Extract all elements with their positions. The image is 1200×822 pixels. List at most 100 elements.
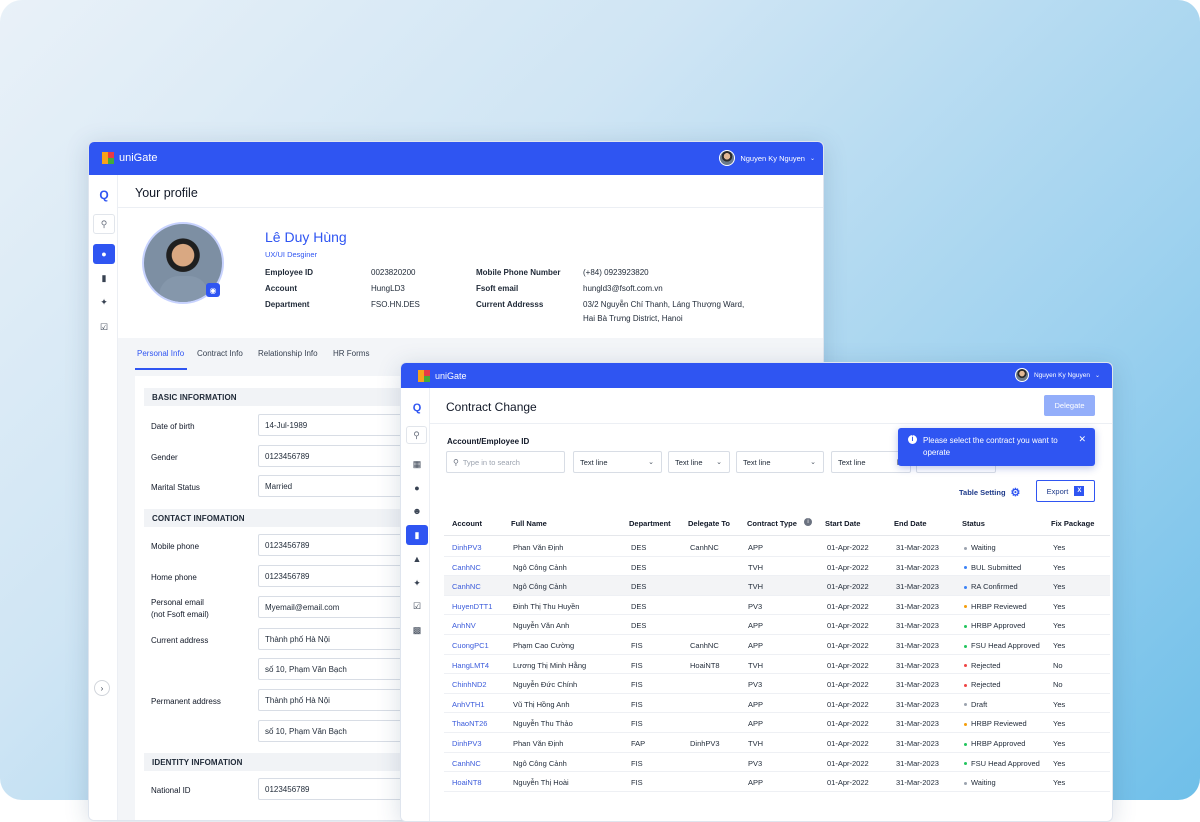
status-dot — [964, 546, 967, 550]
cell-fix-package: Yes — [1053, 562, 1066, 572]
delegate-button[interactable]: Delegate — [1044, 395, 1095, 416]
label: Department — [265, 300, 310, 309]
permanent-city-field[interactable]: Thành phố Hà Nội — [258, 689, 418, 711]
col-delegate-to[interactable]: Delegate To — [688, 519, 730, 528]
national-id-field[interactable]: 0123456789 — [258, 778, 418, 800]
status-text: Rejected — [971, 660, 1001, 670]
marital-field[interactable]: Married — [258, 475, 418, 497]
status-dot — [964, 644, 967, 648]
export-label: Export — [1046, 486, 1069, 496]
search-icon[interactable]: ⚲ — [406, 426, 427, 444]
tab-hr-forms[interactable]: HR Forms — [333, 349, 370, 358]
table-row[interactable]: CanhNC Ngô Công Cảnh DES TVH 01-Apr-2022 31-M… — [444, 576, 1110, 596]
table-row[interactable]: HangLMT4 Lương Thị Minh Hằng FIS HoaiNT8 TVH… — [444, 655, 1110, 675]
table-row[interactable]: HoaiNT8 Nguyễn Thị Hoài FIS APP 01-Apr-2022 3… — [444, 772, 1110, 792]
cell-account[interactable]: CanhNC — [452, 562, 481, 572]
cell-account[interactable]: AnhNV — [452, 621, 476, 631]
table-row[interactable]: CanhNC Ngô Công Cảnh FIS PV3 01-Apr-2022 31-M… — [444, 753, 1110, 773]
cell-account[interactable]: CanhNC — [452, 582, 481, 592]
cell-department: FAP — [631, 739, 646, 748]
dashboard-icon[interactable]: ▦ — [412, 458, 422, 469]
col-full-name[interactable]: Full Name — [511, 519, 547, 528]
cell-contract-type: PV3 — [748, 680, 763, 690]
col-contract-type[interactable]: Contract Type — [747, 519, 797, 528]
col-end-date[interactable]: End Date — [894, 519, 927, 528]
col-department[interactable]: Department — [629, 519, 671, 528]
table-row[interactable]: DinhPV3 Phan Văn Định DES CanhNC APP 01-Apr-2… — [444, 537, 1110, 557]
cell-account[interactable]: HangLMT4 — [452, 660, 490, 670]
table-setting-button[interactable]: Table Setting ⚙ — [959, 486, 1020, 499]
table-row[interactable]: AnhNV Nguyễn Văn Anh DES APP 01-Apr-2022 31-M… — [444, 615, 1110, 635]
cell-account[interactable]: ThaoNT26 — [452, 719, 488, 729]
cell-account[interactable]: AnhVTH1 — [452, 699, 485, 709]
checklist-icon[interactable]: ☑ — [99, 321, 109, 332]
expand-sidebar-icon[interactable]: › — [94, 680, 110, 696]
export-button[interactable]: Export X — [1036, 480, 1095, 502]
user-menu[interactable]: Nguyen Ky Nguyen ⌄ — [719, 150, 815, 166]
status-dot — [964, 722, 967, 726]
app-logo[interactable]: uniGate — [418, 370, 467, 382]
filter-select-3[interactable]: Text line ⌄ — [736, 451, 824, 473]
cell-department: FIS — [631, 660, 643, 670]
info-icon[interactable]: i — [804, 518, 812, 526]
table-row[interactable]: HuyenDTT1 Đinh Thị Thu Huyền DES PV3 01-Apr-… — [444, 596, 1110, 616]
col-start-date[interactable]: Start Date — [825, 519, 861, 528]
status-dot — [964, 664, 967, 668]
table-row[interactable]: CanhNC Ngô Công Cảnh DES TVH 01-Apr-2022 31-M… — [444, 557, 1110, 577]
cell-account[interactable]: HoaiNT8 — [452, 778, 482, 788]
cell-contract-type: APP — [748, 699, 764, 709]
chevron-down-icon: ⌄ — [716, 459, 722, 466]
camera-icon[interactable]: ◉ — [206, 283, 220, 297]
cell-status: RA Confirmed — [964, 582, 1018, 591]
col-fix-package[interactable]: Fix Package — [1051, 519, 1095, 528]
cell-status: Waiting — [964, 778, 996, 787]
report-icon[interactable]: ▩ — [412, 624, 422, 635]
permanent-street-field[interactable]: số 10, Phạm Văn Bạch — [258, 720, 418, 742]
current-city-field[interactable]: Thành phố Hà Nội — [258, 628, 418, 650]
filter-select-1[interactable]: Text line ⌄ — [573, 451, 662, 473]
tab-relationship-info[interactable]: Relationship Info — [258, 349, 318, 358]
tab-contract-info[interactable]: Contract Info — [197, 349, 243, 358]
cell-account[interactable]: DinhPV3 — [452, 543, 482, 552]
user-menu[interactable]: Nguyen Ky Nguyen ⌄ — [1014, 368, 1100, 382]
cell-account[interactable]: CuongPC1 — [452, 641, 489, 650]
filter-select-2[interactable]: Text line ⌄ — [668, 451, 730, 473]
search-icon[interactable]: ⚲ — [93, 214, 115, 234]
cell-end-date: 31-Mar-2023 — [896, 680, 939, 690]
table-row[interactable]: DinhPV3 Phan Văn Định FAP DinhPV3 TVH 01-Apr-… — [444, 733, 1110, 753]
profile-nav-icon[interactable]: ● — [414, 483, 420, 493]
current-street-field[interactable]: số 10, Phạm Văn Bạch — [258, 658, 418, 680]
col-status[interactable]: Status — [962, 519, 985, 528]
users-icon[interactable]: ☻ — [412, 506, 422, 516]
gender-field[interactable]: 0123456789 — [258, 445, 418, 467]
table-row[interactable]: CuongPC1 Phạm Cao Cường FIS CanhNC APP 01-Apr… — [444, 635, 1110, 655]
cell-account[interactable]: CanhNC — [452, 758, 481, 768]
document-icon[interactable]: ▮ — [101, 272, 107, 283]
col-account[interactable]: Account — [452, 519, 482, 528]
contract-nav-icon[interactable]: ▮ — [406, 525, 428, 545]
dob-field[interactable]: 14-Jul-1989 — [258, 414, 418, 436]
home-field[interactable]: 0123456789 — [258, 565, 418, 587]
app-logo[interactable]: uniGate — [102, 152, 158, 164]
graduation-cap-icon[interactable]: ▲ — [412, 554, 422, 564]
tab-personal-info[interactable]: Personal Info — [137, 349, 185, 358]
cell-fix-package: No — [1053, 680, 1063, 690]
checklist-icon[interactable]: ☑ — [412, 600, 422, 611]
cell-account[interactable]: HuyenDTT1 — [452, 601, 493, 611]
value: 03/2 Nguyễn Chí Thanh, Láng Thượng Ward, — [583, 300, 745, 309]
profile-nav-icon[interactable]: ● — [93, 244, 115, 264]
cell-start-date: 01-Apr-2022 — [827, 621, 869, 631]
cell-account[interactable]: DinhPV3 — [452, 739, 482, 748]
table-row[interactable]: ThaoNT26 Nguyễn Thu Thảo FIS APP 01-Apr-2022… — [444, 713, 1110, 733]
search-input[interactable]: ⚲ Type in to search — [446, 451, 565, 473]
cell-department: DES — [631, 562, 647, 572]
table-row[interactable]: ChinhND2 Nguyễn Đức Chính FIS PV3 01-Apr-202… — [444, 674, 1110, 694]
table-row[interactable]: AnhVTH1 Vũ Thị Hồng Anh FIS APP 01-Apr-2022 3… — [444, 694, 1110, 714]
mobile-field[interactable]: 0123456789 — [258, 534, 418, 556]
close-icon[interactable]: ✕ — [1078, 434, 1086, 444]
cell-account[interactable]: ChinhND2 — [452, 680, 487, 690]
hands-icon[interactable]: ✦ — [413, 577, 421, 588]
hands-icon[interactable]: ✦ — [100, 296, 108, 307]
cell-end-date: 31-Mar-2023 — [896, 739, 939, 748]
personal-email-field[interactable]: Myemail@email.com — [258, 596, 418, 618]
